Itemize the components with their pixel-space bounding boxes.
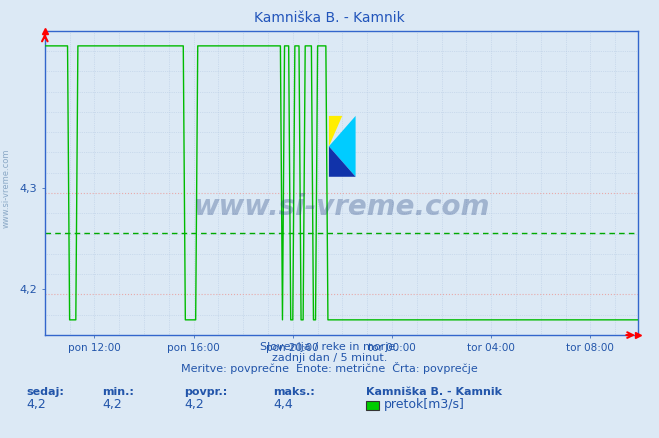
Polygon shape [329, 146, 356, 177]
Text: zadnji dan / 5 minut.: zadnji dan / 5 minut. [272, 353, 387, 364]
Text: www.si-vreme.com: www.si-vreme.com [193, 193, 490, 221]
Text: Kamniška B. - Kamnik: Kamniška B. - Kamnik [254, 11, 405, 25]
Text: povpr.:: povpr.: [185, 387, 228, 397]
Text: 4,2: 4,2 [102, 398, 122, 411]
Text: Meritve: povprečne  Enote: metrične  Črta: povprečje: Meritve: povprečne Enote: metrične Črta:… [181, 362, 478, 374]
Text: www.si-vreme.com: www.si-vreme.com [2, 148, 11, 228]
Polygon shape [329, 116, 342, 146]
Text: min.:: min.: [102, 387, 134, 397]
Text: Slovenija / reke in morje.: Slovenija / reke in morje. [260, 343, 399, 353]
Text: 4,4: 4,4 [273, 398, 293, 411]
Polygon shape [329, 116, 356, 177]
Text: sedaj:: sedaj: [26, 387, 64, 397]
Text: 4,2: 4,2 [185, 398, 204, 411]
Text: Kamniška B. - Kamnik: Kamniška B. - Kamnik [366, 387, 501, 397]
Text: 4,2: 4,2 [26, 398, 46, 411]
Text: pretok[m3/s]: pretok[m3/s] [384, 398, 465, 411]
Text: maks.:: maks.: [273, 387, 315, 397]
